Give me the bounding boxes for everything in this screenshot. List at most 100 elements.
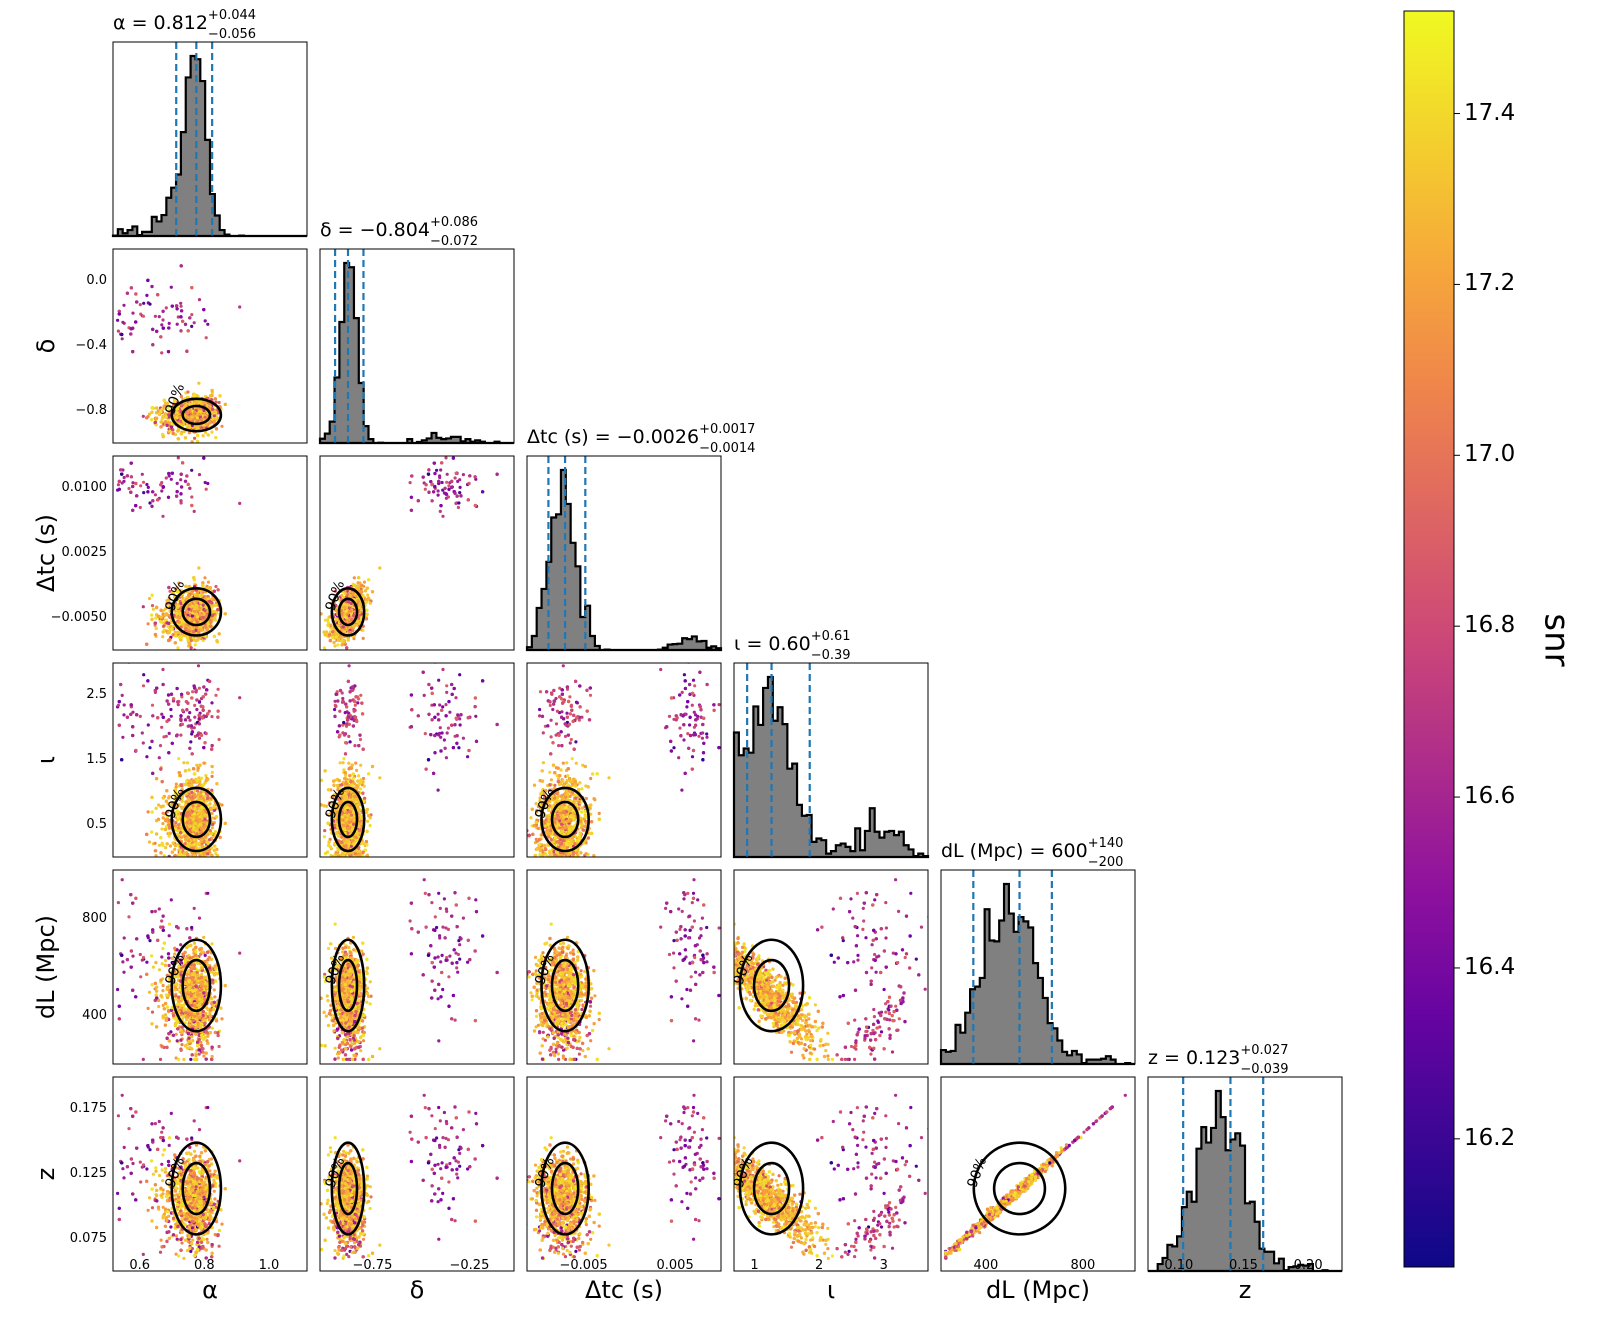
sample-point bbox=[160, 417, 164, 421]
sample-point bbox=[184, 403, 188, 407]
sample-point bbox=[192, 394, 196, 398]
sample-point bbox=[190, 313, 194, 317]
sample-point bbox=[212, 414, 216, 418]
sample-point bbox=[210, 430, 214, 434]
sample-point bbox=[145, 416, 149, 420]
sample-point bbox=[206, 481, 210, 486]
sample-point bbox=[210, 388, 214, 393]
sample-point bbox=[138, 505, 142, 510]
scatter-panel-2-0: 90% bbox=[96, 443, 308, 656]
hist-panel-5 bbox=[1147, 1076, 1343, 1273]
sample-point bbox=[154, 616, 158, 620]
sample-point bbox=[193, 410, 197, 414]
sample-point bbox=[163, 412, 167, 416]
sample-point bbox=[212, 419, 216, 423]
sample-point bbox=[146, 622, 150, 626]
sample-point bbox=[161, 326, 165, 330]
hist-panel-0 bbox=[111, 41, 308, 238]
sample-point bbox=[218, 394, 222, 398]
sample-point bbox=[147, 596, 152, 601]
sample-point bbox=[238, 501, 242, 505]
sample-point bbox=[179, 264, 183, 268]
sample-point bbox=[179, 395, 183, 399]
sample-point bbox=[170, 422, 174, 426]
sample-point bbox=[203, 480, 207, 485]
sample-point bbox=[171, 431, 175, 436]
sample-point bbox=[190, 651, 193, 654]
sample-point bbox=[125, 474, 129, 478]
sample-point bbox=[162, 398, 166, 402]
sample-point bbox=[177, 581, 181, 585]
sample-point bbox=[167, 413, 171, 417]
sample-point bbox=[167, 326, 171, 330]
sample-point bbox=[125, 291, 129, 295]
sample-point bbox=[131, 350, 135, 354]
sample-point bbox=[196, 653, 199, 656]
sample-point bbox=[203, 319, 207, 323]
sample-point bbox=[203, 415, 207, 419]
sample-point bbox=[214, 610, 219, 614]
sample-point bbox=[193, 643, 197, 647]
histogram-4 bbox=[939, 882, 1135, 1066]
sample-point bbox=[185, 474, 189, 478]
sample-point bbox=[108, 472, 111, 475]
sample-point bbox=[161, 630, 165, 634]
sample-point bbox=[204, 487, 208, 491]
sample-point bbox=[159, 483, 163, 487]
sample-point bbox=[165, 423, 169, 427]
sample-point bbox=[104, 323, 107, 326]
sample-point bbox=[153, 420, 157, 425]
sample-point bbox=[220, 424, 224, 428]
sample-point bbox=[117, 487, 121, 491]
histogram-0 bbox=[111, 54, 307, 238]
sample-point bbox=[212, 589, 216, 593]
sample-point bbox=[150, 504, 154, 508]
sample-point bbox=[119, 468, 123, 472]
sample-point bbox=[185, 349, 189, 353]
scatter-panel-1-0: 90% bbox=[104, 248, 308, 444]
sample-point bbox=[166, 418, 170, 422]
sample-point bbox=[192, 321, 196, 325]
sample-point bbox=[108, 305, 111, 308]
sample-point bbox=[122, 475, 126, 480]
sample-point bbox=[161, 435, 165, 439]
sample-point bbox=[155, 416, 159, 420]
sample-point bbox=[213, 397, 217, 401]
sample-point bbox=[190, 286, 194, 290]
sample-point bbox=[169, 285, 173, 289]
sample-point bbox=[217, 400, 221, 405]
sample-point bbox=[96, 476, 99, 479]
sample-point bbox=[176, 456, 180, 460]
sample-point bbox=[151, 499, 155, 503]
sample-point bbox=[96, 476, 99, 479]
sample-point bbox=[148, 302, 152, 306]
sample-point bbox=[181, 319, 185, 323]
sample-point bbox=[155, 443, 158, 446]
sample-point bbox=[202, 308, 206, 312]
sample-point bbox=[169, 477, 173, 481]
sample-point bbox=[165, 405, 169, 409]
sample-point bbox=[193, 436, 197, 440]
sample-point bbox=[121, 320, 125, 324]
sample-point bbox=[116, 483, 120, 487]
hist-frame-1 bbox=[319, 248, 515, 444]
sample-point bbox=[155, 443, 158, 446]
sample-point bbox=[168, 589, 172, 593]
sample-point bbox=[174, 411, 178, 415]
sample-point bbox=[166, 495, 171, 499]
sample-point bbox=[167, 474, 171, 478]
sample-point bbox=[178, 612, 182, 617]
hist-frame-5 bbox=[1147, 1076, 1343, 1272]
sample-point bbox=[196, 653, 199, 656]
sample-point bbox=[159, 335, 163, 339]
sample-point bbox=[198, 409, 202, 414]
sample-point bbox=[175, 416, 179, 420]
sample-point bbox=[168, 602, 173, 607]
sample-point bbox=[104, 306, 107, 309]
sample-point bbox=[164, 618, 169, 622]
sample-point bbox=[205, 403, 209, 408]
sample-point bbox=[117, 309, 121, 313]
sample-point bbox=[108, 305, 111, 308]
sample-point bbox=[120, 337, 124, 341]
sample-point bbox=[188, 316, 192, 320]
